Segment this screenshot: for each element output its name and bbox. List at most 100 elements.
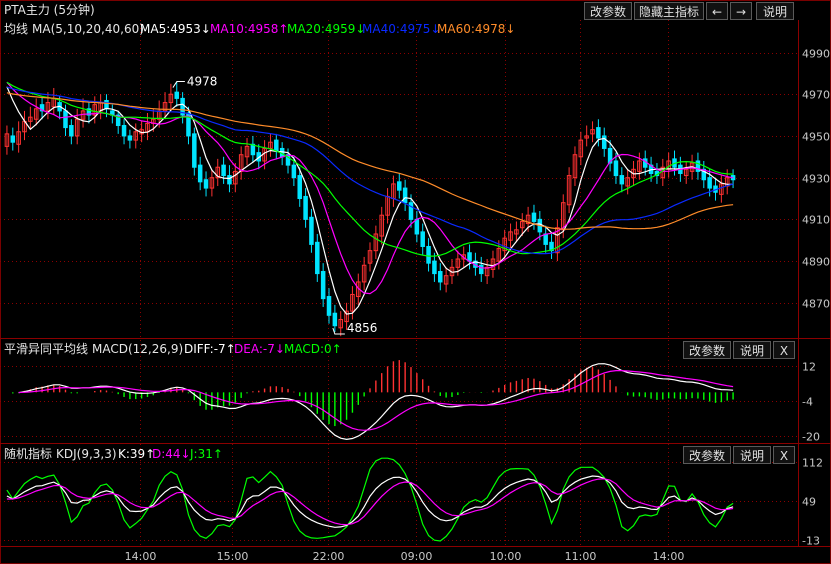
candle-body: [197, 164, 203, 183]
price-y-tick-label: 4890: [802, 256, 830, 269]
candle-body: [373, 233, 379, 252]
candle-body: [525, 214, 531, 225]
candle-body: [519, 220, 525, 229]
candle-body: [502, 237, 507, 252]
candle-body: [414, 218, 420, 235]
candle-body: [338, 318, 343, 329]
candle-body: [69, 125, 74, 137]
candle-body: [455, 258, 461, 268]
candle-body: [367, 250, 373, 264]
kdj-y-tick-label: -13: [802, 535, 820, 548]
macd-close-button[interactable]: X: [773, 341, 795, 359]
x-tick-label: 14:00: [125, 550, 157, 563]
candle-body: [408, 202, 414, 220]
macd-modify-params-button[interactable]: 改参数: [683, 341, 731, 359]
ma20-line: [6, 81, 734, 257]
candle-body: [63, 110, 68, 129]
candle-body: [683, 168, 689, 177]
macd-y-tick-label: -20: [802, 431, 820, 444]
candle-body: [315, 241, 320, 275]
candle-body: [39, 104, 45, 112]
kdj-close-button[interactable]: X: [773, 446, 795, 464]
candle-body: [467, 252, 472, 262]
ma40-line: [6, 86, 734, 255]
candle-body: [332, 312, 338, 327]
hide-main-indicator-button[interactable]: 隐藏主指标: [634, 2, 704, 20]
candle-body: [92, 104, 98, 116]
candle-body: [560, 202, 566, 231]
legend-ma20: MA20:4959↓: [287, 22, 365, 36]
candle-body: [303, 195, 308, 220]
legend-diff: DIFF:-7↑: [184, 342, 236, 356]
candle-body: [596, 127, 601, 139]
candle-body: [438, 271, 443, 283]
candle-body: [549, 241, 554, 252]
prev-arrow-button[interactable]: ←: [706, 2, 728, 20]
candle-body: [707, 177, 712, 189]
kdj-title: 随机指标: [4, 446, 52, 461]
kdj-y-tick-label: 49: [802, 496, 816, 509]
candle-body: [601, 135, 607, 149]
candle-body: [637, 160, 642, 172]
macd-dea-line: [18, 370, 734, 431]
candle-body: [74, 118, 80, 137]
candle-body: [543, 233, 548, 245]
high-annotation-leader: [172, 81, 185, 88]
candle-body: [115, 114, 121, 127]
kdj-help-button[interactable]: 说明: [733, 446, 771, 464]
candle-body: [320, 271, 326, 300]
next-arrow-button[interactable]: →: [730, 2, 752, 20]
candle-body: [361, 264, 367, 283]
x-tick-label: 15:00: [217, 550, 249, 563]
candle-body: [701, 168, 707, 181]
candle-body: [420, 231, 425, 247]
candle-body: [496, 248, 502, 262]
candle-body: [291, 164, 297, 179]
grid-layer: [0, 20, 798, 546]
x-tick-label: 22:00: [313, 550, 345, 563]
help-button[interactable]: 说明: [756, 2, 794, 20]
legend-ma40: MA40:4975↓: [362, 22, 440, 36]
candle-body: [233, 170, 238, 185]
candle-body: [572, 154, 578, 179]
candle-body: [192, 133, 197, 168]
macd-help-button[interactable]: 说明: [733, 341, 771, 359]
price-indicator-params: MA(5,10,20,40,60): [32, 22, 144, 36]
modify-params-button[interactable]: 改参数: [584, 2, 632, 20]
candle-body: [86, 108, 92, 116]
chart-title: PTA主力 (5分钟): [4, 2, 95, 17]
candle-body: [133, 131, 139, 141]
candle-body: [344, 310, 349, 323]
candle-body: [209, 177, 215, 189]
candle-body: [127, 135, 133, 141]
candle-body: [555, 227, 560, 254]
candle-body: [121, 125, 127, 137]
price-indicator-name: 均线: [4, 22, 28, 36]
candle-body: [309, 216, 314, 245]
candle-body: [221, 164, 226, 177]
legend-j: J:31↑: [189, 447, 223, 461]
kdj-modify-params-button[interactable]: 改参数: [683, 446, 731, 464]
kdj-y-tick-label: 112: [802, 457, 823, 470]
candle-body: [461, 254, 466, 260]
candle-body: [625, 177, 630, 187]
kdj-k-line: [6, 475, 734, 528]
candle-body: [432, 260, 437, 275]
candle-body: [45, 102, 51, 112]
candle-body: [490, 258, 496, 270]
kdj-d-line: [6, 478, 734, 526]
candle-body: [566, 175, 572, 206]
macd-y-tick-label: -4: [802, 396, 813, 409]
candle-body: [379, 214, 384, 237]
low-annotation-leader: [332, 327, 345, 335]
candle-body: [719, 183, 724, 195]
kdj-panel: [6, 457, 734, 542]
candle-body: [33, 108, 39, 120]
candle-body: [28, 116, 33, 122]
candle-body: [274, 139, 279, 152]
candle-body: [479, 264, 484, 275]
candle-body: [607, 147, 613, 164]
candle-body: [584, 135, 589, 139]
